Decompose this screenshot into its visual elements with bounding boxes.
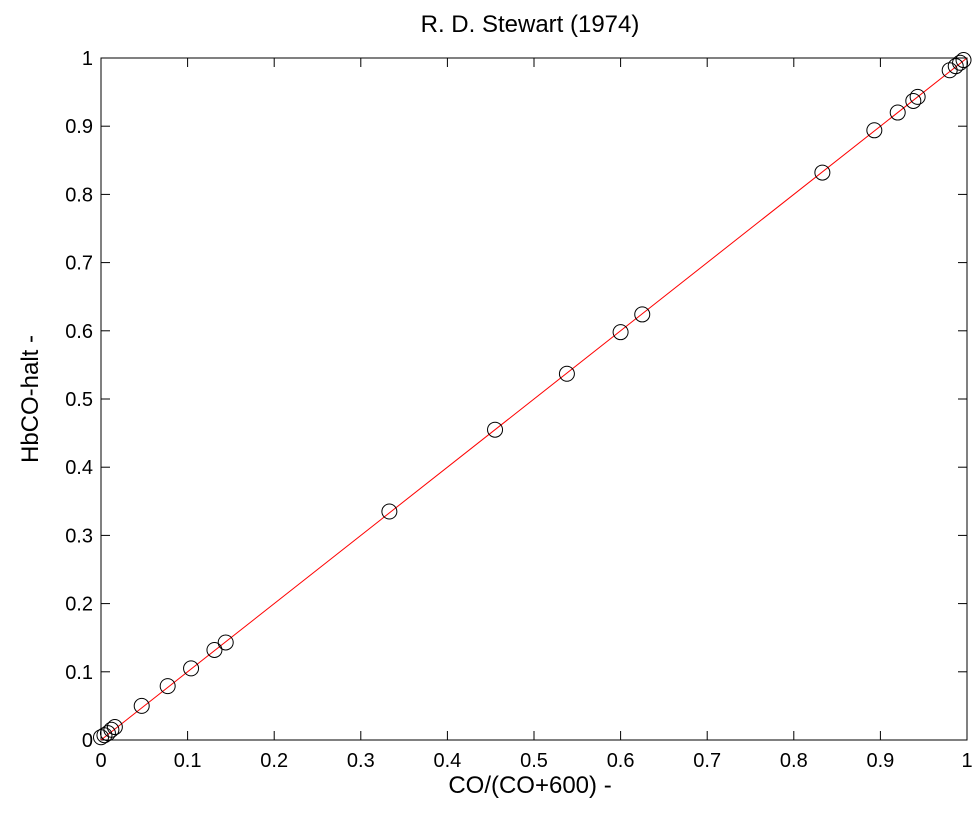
x-tick-label: 0.8: [780, 750, 808, 772]
chart-title: R. D. Stewart (1974): [421, 11, 640, 38]
y-tick-label: 0.1: [65, 662, 93, 684]
data-point: [889, 104, 906, 121]
data-point: [941, 62, 958, 79]
data-point: [133, 697, 150, 714]
y-tick-label: 0.6: [65, 321, 93, 343]
y-tick-label: 0.8: [65, 184, 93, 206]
x-tick-label: 0.7: [693, 750, 721, 772]
x-tick-label: 0.5: [520, 750, 548, 772]
x-tick-label: 0.1: [174, 750, 202, 772]
fit-line-group: [100, 57, 968, 741]
x-tick-label: 0.9: [866, 750, 894, 772]
data-point: [106, 719, 123, 736]
data-point: [909, 88, 926, 105]
x-tick-label: 0.4: [433, 750, 461, 772]
data-point: [183, 660, 200, 677]
y-tick-label: 0.2: [65, 594, 93, 616]
data-point: [814, 164, 831, 181]
data-point: [866, 122, 883, 139]
x-tick-label: 0: [95, 750, 106, 772]
y-tick-label: 0: [82, 730, 93, 752]
y-tick-label: 0.7: [65, 253, 93, 275]
data-point: [206, 641, 223, 658]
data-point: [634, 306, 651, 323]
y-axis-title: HbCO-halt -: [17, 335, 44, 463]
x-tick-label: 1: [961, 750, 972, 772]
y-tick-label: 0.9: [65, 116, 93, 138]
x-axis-ticks: 0 0.1 0.2 0.3 0.4 0.5 0.6 0.7 0.8 0.9 1: [95, 58, 973, 772]
data-point: [159, 678, 176, 695]
data-point: [612, 324, 629, 341]
y-tick-label: 0.5: [65, 389, 93, 411]
data-points-group: [93, 52, 972, 746]
data-point: [487, 421, 504, 438]
data-point: [103, 721, 120, 738]
x-tick-label: 0.6: [607, 750, 635, 772]
data-point: [955, 52, 972, 69]
data-point: [558, 365, 575, 382]
data-point: [381, 503, 398, 520]
data-point: [217, 634, 234, 651]
fit-line: [100, 57, 968, 741]
y-axis-ticks: 0 0.1 0.2 0.3 0.4 0.5 0.6 0.7 0.8 0.9 1: [65, 48, 967, 752]
x-tick-label: 0.2: [260, 750, 288, 772]
x-tick-label: 0.3: [347, 750, 375, 772]
data-point: [952, 54, 969, 71]
y-tick-label: 0.3: [65, 525, 93, 547]
data-point: [905, 92, 922, 109]
y-tick-label: 1: [82, 48, 93, 70]
x-axis-title: CO/(CO+600) -: [448, 772, 611, 799]
y-tick-label: 0.4: [65, 457, 93, 479]
